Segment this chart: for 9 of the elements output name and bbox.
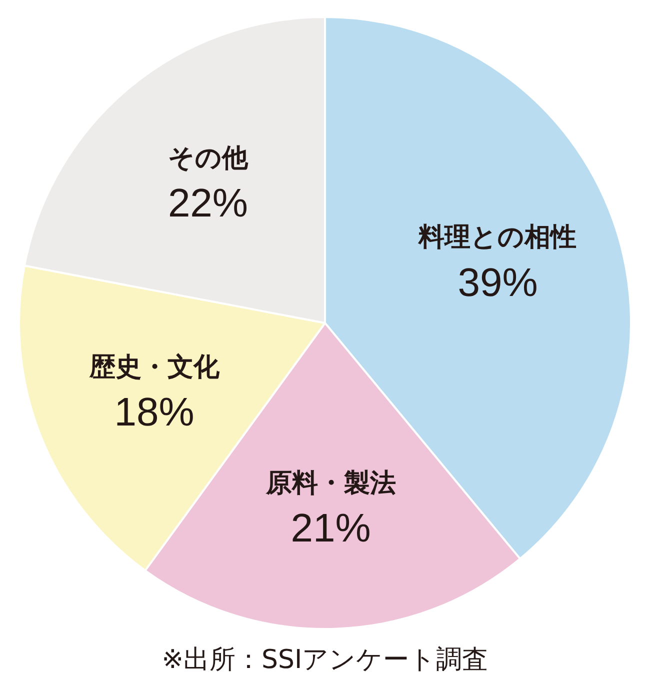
slice-label: 料理との相性 [418,222,577,253]
data-label: 18% [114,390,194,435]
data-label: 21% [290,506,371,551]
slice-label: 原料・製法 [264,468,396,498]
slice-label: 歴史・文化 [88,352,220,382]
data-label: 39% [458,260,538,305]
slice-label: その他 [168,143,249,174]
text: ※出所：SSIアンケート調査 [160,644,490,677]
data-label: 22% [168,182,248,226]
